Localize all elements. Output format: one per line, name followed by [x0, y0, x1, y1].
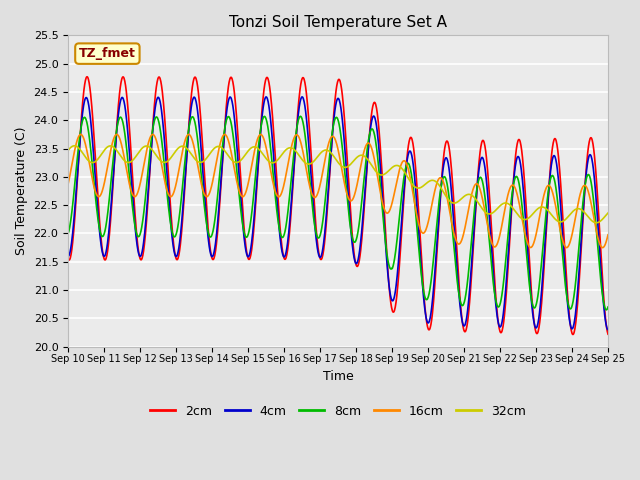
X-axis label: Time: Time [323, 370, 353, 383]
16cm [185, 132, 193, 137]
16cm [172, 185, 179, 191]
16cm [422, 227, 430, 232]
8cm [184, 130, 192, 135]
8cm [64, 231, 72, 237]
2cm [604, 331, 612, 337]
32cm [493, 206, 500, 212]
16cm [604, 232, 612, 238]
16cm [540, 191, 548, 197]
8cm [604, 304, 612, 310]
32cm [70, 143, 78, 149]
2cm [493, 303, 500, 309]
16cm [245, 177, 253, 183]
32cm [604, 210, 612, 216]
Line: 32cm: 32cm [68, 146, 608, 223]
32cm [593, 220, 600, 226]
4cm [422, 314, 430, 320]
8cm [296, 113, 304, 119]
2cm [172, 253, 179, 259]
Line: 16cm: 16cm [68, 134, 608, 248]
Line: 2cm: 2cm [68, 77, 608, 335]
4cm [604, 327, 612, 333]
32cm [64, 147, 72, 153]
Line: 8cm: 8cm [68, 116, 608, 310]
4cm [244, 253, 252, 259]
Line: 4cm: 4cm [68, 97, 608, 330]
Title: Tonzi Soil Temperature Set A: Tonzi Soil Temperature Set A [229, 15, 447, 30]
2cm [569, 332, 577, 337]
32cm [540, 204, 548, 210]
2cm [540, 262, 548, 268]
4cm [172, 252, 179, 258]
16cm [64, 181, 72, 187]
8cm [422, 297, 430, 302]
Text: TZ_fmet: TZ_fmet [79, 47, 136, 60]
32cm [172, 149, 179, 155]
4cm [298, 94, 306, 100]
8cm [540, 229, 548, 235]
2cm [64, 256, 72, 262]
4cm [184, 133, 192, 139]
8cm [493, 301, 500, 307]
8cm [603, 307, 611, 312]
4cm [64, 253, 72, 259]
8cm [244, 230, 252, 236]
4cm [540, 252, 548, 257]
2cm [245, 256, 253, 262]
2cm [83, 74, 91, 80]
Y-axis label: Soil Temperature (C): Soil Temperature (C) [15, 127, 28, 255]
16cm [184, 132, 192, 137]
32cm [422, 180, 430, 186]
16cm [599, 245, 607, 251]
Legend: 2cm, 4cm, 8cm, 16cm, 32cm: 2cm, 4cm, 8cm, 16cm, 32cm [145, 400, 531, 423]
32cm [185, 147, 193, 153]
32cm [245, 147, 253, 153]
16cm [493, 242, 500, 248]
4cm [493, 309, 500, 314]
2cm [422, 315, 430, 321]
8cm [172, 234, 179, 240]
2cm [185, 126, 193, 132]
